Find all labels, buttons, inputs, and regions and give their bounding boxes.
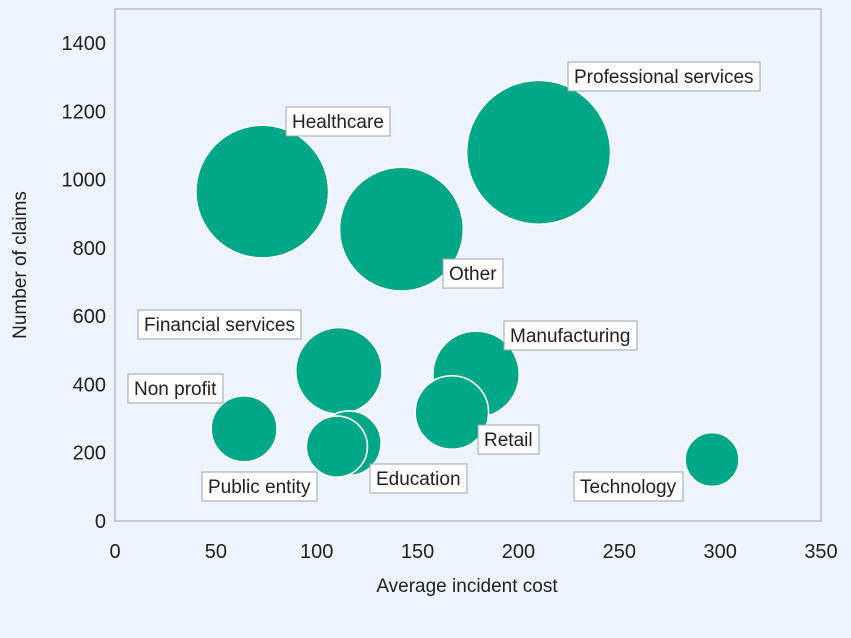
x-tick-label: 300 [703,541,736,563]
x-tick-label: 100 [300,541,333,563]
bubble-professional-services[interactable] [465,79,612,226]
bubble-label: Technology [580,477,677,498]
bubble-healthcare[interactable] [195,124,330,259]
callout-box [285,106,391,137]
x-tick-label: 250 [603,541,636,563]
callout-box [127,373,224,404]
callout-public-entity: Public entity [201,471,318,502]
callout-box [137,309,302,340]
bubble-label: Retail [484,430,533,451]
bubble-financial-services[interactable] [294,326,383,415]
callout-healthcare: Healthcare [285,106,391,137]
y-tick-label: 800 [73,238,106,260]
x-tick-label: 150 [401,541,434,563]
bubble-label: Healthcare [292,112,384,133]
callout-retail: Retail [477,424,540,455]
bubble-retail[interactable] [414,374,490,450]
callout-manufacturing: Manufacturing [503,320,638,351]
callout-other: Other [442,258,504,289]
y-tick-label: 600 [73,306,106,328]
y-axis-ticks: 0 200 400 600 800 1000 1200 1400 [62,33,107,533]
x-tick-label: 200 [502,541,535,563]
callout-box [503,320,638,351]
plot-frame [114,8,822,522]
plot-area [114,8,822,522]
y-tick-label: 200 [73,443,106,465]
y-tick-label: 1400 [62,33,107,55]
bubble-public-entity[interactable] [305,415,369,478]
y-tick-label: 0 [95,511,106,533]
bubble-other[interactable] [338,166,465,292]
x-tick-label: 0 [109,541,120,563]
x-axis-ticks: 0 50 100 150 200 250 300 350 [109,541,837,563]
callout-technology: Technology [573,471,684,502]
bubble-label: Professional services [574,67,754,88]
bubble-label: Education [376,469,461,490]
bubble-label: Manufacturing [510,326,630,347]
bubble-label: Non profit [134,379,217,400]
callout-financial-services: Financial services [137,309,302,340]
y-tick-label: 400 [73,374,106,396]
callout-non-profit: Non profit [127,373,224,404]
y-axis-title: Number of claims [10,191,31,339]
bubble-non-profit[interactable] [210,395,278,463]
bubble-label: Other [449,264,497,285]
y-tick-label: 1200 [62,101,107,123]
x-tick-label: 50 [205,541,227,563]
callout-box [573,471,684,502]
callout-education: Education [369,463,468,494]
callout-professional-services: Professional services [567,61,761,92]
callout-box [442,258,504,289]
x-tick-label: 350 [804,541,837,563]
bubble-label: Financial services [144,315,295,336]
callout-box [369,463,468,494]
bubble-label: Public entity [208,477,311,498]
callout-box [477,424,540,455]
bubble-layer [195,79,740,488]
callout-box [201,471,318,502]
x-axis-title: Average incident cost [376,576,558,597]
callout-layer: Professional services Healthcare Other Fina… [127,61,761,502]
callout-box [567,61,761,92]
y-tick-label: 1000 [62,170,107,192]
bubble-technology[interactable] [684,431,740,488]
